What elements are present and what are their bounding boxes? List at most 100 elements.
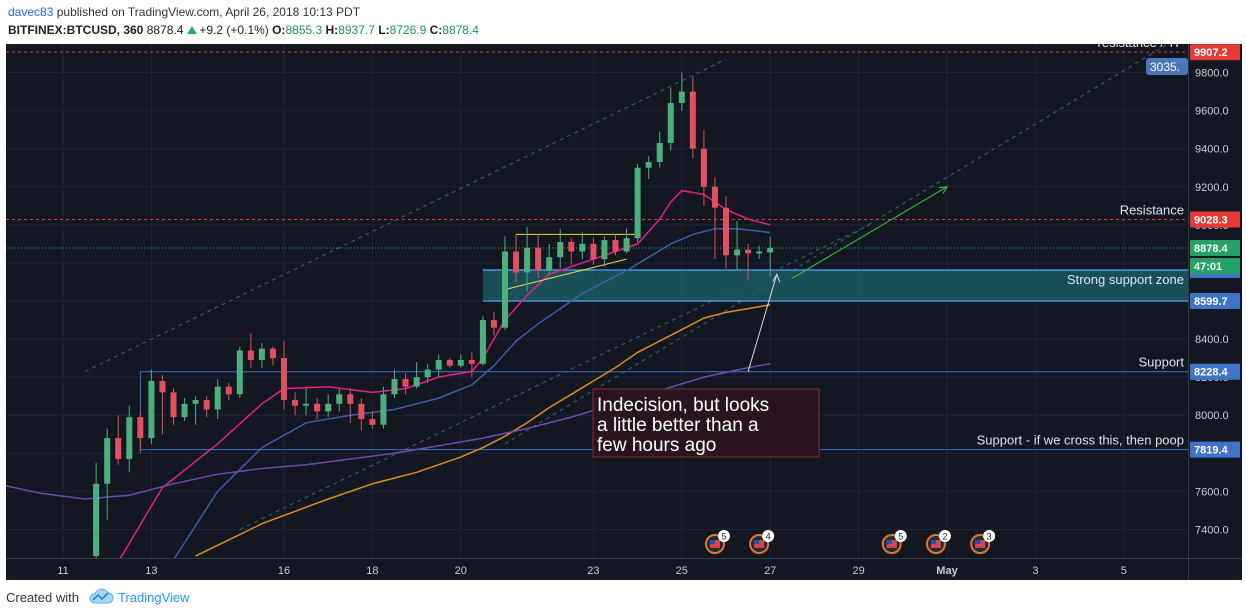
candle	[457, 354, 464, 368]
candle-body	[435, 360, 442, 370]
candle-body	[623, 238, 630, 252]
flag-canton	[709, 540, 715, 544]
candle-body	[756, 251, 763, 254]
badge-count: 4	[766, 532, 771, 542]
candle	[336, 388, 343, 412]
candle-body	[568, 241, 575, 252]
y-tick-label: 9800.0	[1195, 68, 1229, 80]
annotation-line: few hours ago	[597, 435, 716, 456]
candle-body	[601, 240, 608, 260]
candle	[292, 392, 299, 416]
channel-line	[504, 44, 1169, 445]
candle-body	[148, 380, 155, 439]
candle	[524, 226, 531, 292]
level-text-label: resistance / TP	[1098, 44, 1184, 50]
zone-bottom-price-tag-bg	[1190, 293, 1240, 310]
y-tick-label: 8400.0	[1195, 334, 1229, 346]
candle	[568, 238, 575, 265]
x-tick-label: 5	[1121, 565, 1127, 577]
candle-body	[557, 241, 564, 258]
chart-background	[6, 44, 1242, 580]
y-tick-label: 7600.0	[1195, 486, 1229, 498]
badge-count-bg	[938, 530, 951, 542]
projection-arrow	[792, 186, 948, 279]
candle	[535, 234, 542, 279]
candle-body	[479, 320, 486, 364]
candle-body	[269, 348, 276, 359]
level-price-tag: 9907.2	[1194, 47, 1228, 59]
candle-body	[336, 394, 343, 404]
candle	[413, 361, 420, 389]
candle	[667, 87, 674, 151]
candle	[214, 379, 221, 420]
top-right-badge-bg	[1146, 58, 1188, 75]
annotation-arrow-head	[772, 273, 781, 283]
y-tick-label: 9200.0	[1195, 182, 1229, 194]
candle	[513, 234, 520, 282]
candle-body	[634, 167, 641, 239]
candle-body	[314, 403, 321, 412]
annotation-line: a little better than a	[597, 415, 759, 436]
event-badge: 2	[925, 530, 951, 554]
candle-body	[325, 403, 332, 412]
candle-body	[446, 360, 453, 366]
countdown-tag: 47:01	[1194, 261, 1222, 273]
candle-body	[524, 247, 531, 273]
candle-body	[590, 243, 597, 260]
y-tick-label: 7400.0	[1195, 524, 1229, 536]
candle	[490, 312, 497, 336]
badge-count-bg	[762, 530, 775, 542]
publish-info: published on TradingView.com, April 26, …	[56, 5, 361, 19]
candle-body	[225, 386, 232, 395]
candle-body	[767, 248, 774, 253]
candle	[170, 388, 177, 425]
candle	[126, 405, 133, 473]
moving-average-line	[173, 227, 771, 558]
candle	[314, 398, 321, 420]
candle-body	[723, 207, 729, 256]
flag-canton	[930, 540, 936, 544]
candle	[689, 76, 696, 159]
candle	[723, 196, 729, 269]
close-label: C:	[429, 23, 443, 37]
flag-canton	[754, 540, 760, 544]
candle	[225, 382, 232, 400]
candle	[700, 129, 707, 206]
candle-body	[535, 247, 542, 271]
close-value: 8878.4	[442, 23, 479, 37]
candle-body	[347, 394, 354, 404]
candle-body	[258, 348, 265, 361]
candle-body	[292, 399, 299, 406]
author-link[interactable]: davec83	[8, 5, 54, 19]
x-tick-label: 29	[852, 565, 864, 577]
annotation-arrow	[747, 274, 778, 372]
open-label: O:	[272, 23, 286, 37]
candle	[612, 234, 619, 256]
tradingview-link[interactable]: TradingView	[118, 590, 190, 605]
candle-body	[490, 320, 497, 328]
top-right-badge: 3035.	[1150, 60, 1180, 74]
candle-body	[711, 186, 718, 208]
candle	[391, 369, 398, 399]
candle	[325, 394, 332, 418]
candle-body	[656, 142, 663, 163]
countdown-tag-bg	[1190, 258, 1240, 275]
last-price: 8878.4	[146, 23, 184, 37]
level-text-label: Support	[1138, 355, 1184, 370]
candle	[380, 386, 387, 429]
candle	[601, 236, 608, 267]
candle	[247, 333, 254, 368]
candle-body	[203, 399, 210, 410]
chart-header: davec83 published on TradingView.com, Ap…	[0, 0, 1246, 44]
x-tick-label: 23	[587, 565, 599, 577]
level-price-tag: 7819.4	[1194, 445, 1229, 457]
level-price-tag: 8228.4	[1194, 367, 1229, 379]
candle-body	[247, 350, 254, 361]
chart-area[interactable]: Indecision, but looks a little better tha…	[6, 44, 1242, 580]
candle	[446, 358, 453, 368]
candle-body	[502, 251, 508, 328]
y-tick-label: 9600.0	[1195, 106, 1229, 118]
candle-body	[137, 417, 144, 439]
